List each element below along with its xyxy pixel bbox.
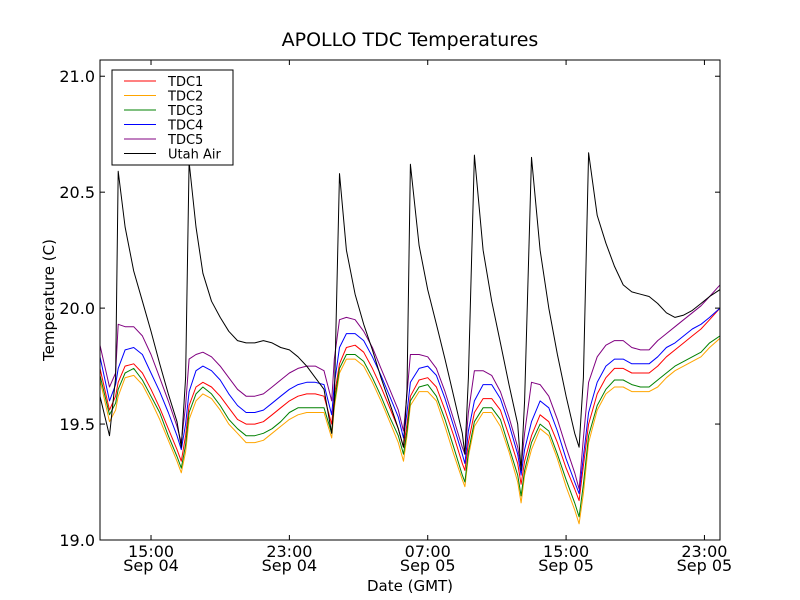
series-line-tdc1 [100, 307, 720, 502]
y-axis-label: Temperature (C) [40, 239, 58, 362]
x-tick-label-date: Sep 05 [538, 556, 594, 575]
y-tick-label: 19.5 [59, 415, 95, 434]
legend-label-tdc4: TDC4 [167, 119, 203, 134]
series-line-utah-air [100, 152, 720, 471]
legend-box [111, 69, 234, 166]
y-tick-label: 19.0 [59, 531, 95, 550]
y-tick-label: 20.5 [59, 183, 95, 202]
y-tick-label: 21.0 [59, 67, 95, 86]
plot-frame [99, 59, 721, 541]
legend-label-utah-air: Utah Air [168, 148, 221, 163]
x-tick-label-time: 07:00 [405, 542, 451, 561]
x-tick-label-time: 23:00 [681, 542, 727, 561]
x-tick-label-date: Sep 04 [262, 556, 318, 575]
series-line-tdc4 [100, 307, 720, 495]
x-tick-label-time: 15:00 [543, 542, 589, 561]
legend-label-tdc2: TDC2 [167, 90, 203, 105]
x-tick-label-date: Sep 05 [677, 556, 733, 575]
x-tick-label-date: Sep 04 [123, 556, 179, 575]
legend-label-tdc3: TDC3 [167, 104, 203, 119]
series-line-tdc3 [100, 335, 720, 518]
x-tick-label-time: 15:00 [128, 542, 174, 561]
y-axis: 19.0 19.5 20.0 20.5 21.0 [59, 67, 720, 550]
series-line-tdc2 [100, 337, 720, 525]
x-tick-label-date: Sep 05 [400, 556, 456, 575]
legend-label-tdc1: TDC1 [167, 75, 203, 90]
y-tick-label: 20.0 [59, 299, 95, 318]
series-group [100, 152, 720, 525]
legend-label-tdc5: TDC5 [167, 133, 203, 148]
x-axis-label: Date (GMT) [367, 577, 453, 595]
x-tick-label-time: 23:00 [266, 542, 312, 561]
chart-title: APOLLO TDC Temperatures [282, 29, 539, 51]
